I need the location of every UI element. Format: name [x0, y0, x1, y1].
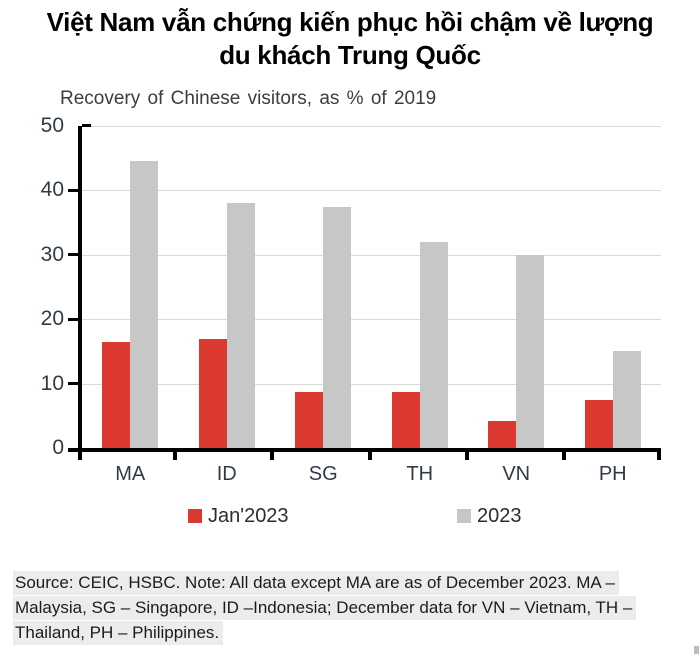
- x-label-ph: PH: [598, 463, 627, 485]
- bar-jan2023-vn: [488, 420, 517, 448]
- y-tick-0: [68, 448, 82, 452]
- legend-swatch-red: [188, 509, 202, 523]
- chart-subtitle: Recovery of Chinese visitors, as % of 20…: [60, 88, 437, 109]
- y-tick-label-0: 0: [52, 436, 64, 459]
- gridline-50: [82, 126, 661, 127]
- y-tick-50: [82, 124, 91, 127]
- gridline-40: [82, 190, 661, 192]
- legend-swatch-gray: [457, 509, 471, 523]
- y-tick-40: [68, 188, 78, 192]
- y-tick-label-20: 20: [40, 307, 64, 331]
- x-tick-2: [270, 452, 275, 460]
- bar-jan2023-id: [198, 338, 227, 448]
- x-label-th: TH: [406, 463, 434, 485]
- chart-title-line-1: Việt Nam vẫn chứng kiến phục hồi chậm về…: [46, 7, 654, 37]
- legend-item-jan2023: Jan'2023: [188, 505, 289, 528]
- y-tick-label-10: 10: [40, 371, 64, 395]
- x-label-sg: SG: [308, 463, 338, 485]
- chart-title: Việt Nam vẫn chứng kiến phục hồi chậm về…: [0, 6, 700, 72]
- gridline-10: [82, 383, 661, 385]
- plot-area: [78, 126, 661, 452]
- corner-artifact: [694, 646, 699, 654]
- chart-title-line-2: du khách Trung Quốc: [219, 40, 481, 70]
- bar-2023-id: [226, 203, 255, 448]
- x-tick-6: [657, 452, 661, 460]
- y-tick-label-50: 50: [40, 114, 64, 137]
- source-note-line-2: Malaysia, SG – Singapore, ID –Indonesia;…: [13, 596, 637, 620]
- source-note-line-1: Source: CEIC, HSBC. Note: All data excep…: [13, 571, 620, 595]
- bar-group-ph: [565, 126, 662, 448]
- bar-2023-sg: [323, 206, 352, 448]
- y-tick-30: [68, 253, 78, 257]
- y-tick-20: [68, 317, 78, 321]
- bar-jan2023-ma: [102, 341, 131, 448]
- x-tick-4: [464, 452, 469, 460]
- x-tick-1: [173, 452, 178, 460]
- source-note-line-3: Thailand, PH – Philippines.: [13, 621, 224, 645]
- bar-group-sg: [275, 126, 372, 448]
- x-axis-labels: MA ID SG TH VN PH: [82, 463, 661, 489]
- bar-2023-ma: [130, 161, 159, 448]
- x-tick-0: [78, 452, 82, 460]
- y-axis-labels: 0 10 20 30 40 50: [12, 114, 64, 459]
- x-label-vn: VN: [502, 463, 531, 485]
- legend: Jan'2023 2023: [0, 505, 700, 531]
- gridline-20: [82, 319, 661, 321]
- legend-label: Jan'2023: [208, 505, 289, 527]
- legend-label: 2023: [477, 505, 522, 527]
- x-label-id: ID: [216, 463, 237, 485]
- y-tick-10: [68, 382, 78, 386]
- bar-group-id: [179, 126, 276, 448]
- bar-jan2023-th: [391, 391, 420, 448]
- chart-area: 0 10 20 30 40 50 MA ID SG TH VN PH Jan'2023 2023: [0, 114, 700, 531]
- bar-jan2023-sg: [295, 391, 324, 448]
- y-tick-label-40: 40: [40, 178, 64, 202]
- x-tick-5: [561, 452, 566, 460]
- x-tick-3: [367, 452, 372, 460]
- bar-jan2023-ph: [584, 399, 613, 448]
- source-note: Source: CEIC, HSBC. Note: All data excep…: [13, 571, 693, 646]
- bar-group-ma: [82, 126, 179, 448]
- legend-item-2023: 2023: [457, 505, 522, 528]
- bar-2023-ph: [612, 351, 641, 448]
- gridline-30: [82, 254, 661, 256]
- bar-2023-vn: [516, 254, 545, 448]
- bar-group-th: [372, 126, 469, 448]
- bar-2023-th: [419, 241, 448, 448]
- y-tick-label-30: 30: [40, 242, 64, 266]
- bar-group-vn: [468, 126, 565, 448]
- x-label-ma: MA: [115, 463, 146, 485]
